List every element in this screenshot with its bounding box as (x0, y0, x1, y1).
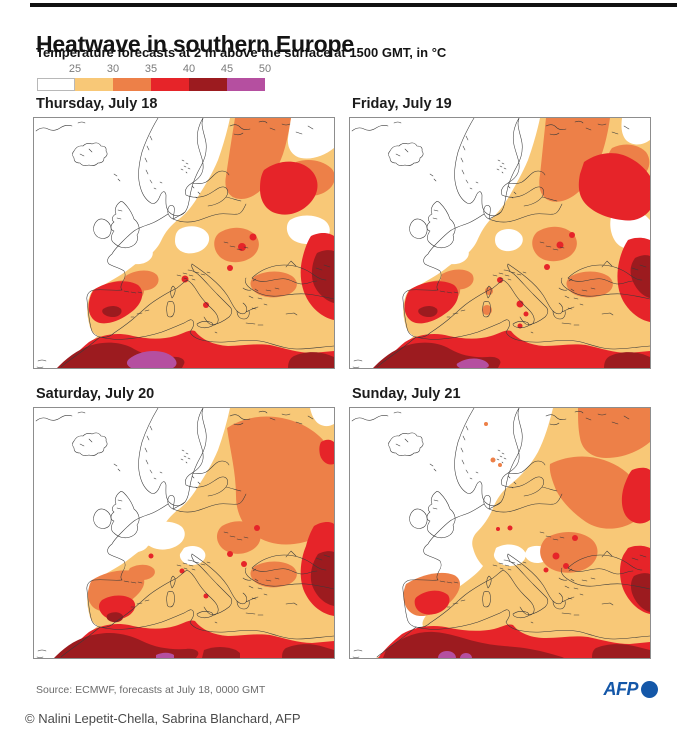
legend-swatch-45-50 (227, 78, 265, 91)
map-sunday-svg (350, 408, 650, 658)
legend-tick: 45 (220, 63, 234, 75)
page-title: Heatwave in southern Europe (36, 31, 354, 58)
afp-logo-text: AFP (603, 679, 639, 699)
temp-band-45-50 (438, 651, 472, 658)
legend-swatch-below-25 (37, 78, 75, 91)
legend-swatch-35-40 (151, 78, 189, 91)
panel-title-thursday: Thursday, July 18 (36, 96, 158, 112)
temp-band-40-45 (383, 573, 650, 658)
panel-title-saturday: Saturday, July 20 (36, 386, 155, 402)
legend-tick: 40 (182, 63, 196, 75)
top-rule (30, 3, 677, 7)
map-saturday (33, 407, 335, 659)
legend-swatch-25-30 (75, 78, 113, 91)
panel-title-friday: Friday, July 19 (352, 96, 452, 112)
temp-band-45-50 (126, 351, 177, 368)
afp-logo-circle-icon (641, 681, 658, 698)
source-note: Source: ECMWF, forecasts at July 18, 000… (36, 684, 266, 696)
cool-patches (440, 118, 650, 265)
temp-band-45-50 (456, 358, 489, 368)
byline-credit: © Nalini Lepetit-Chella, Sabrina Blancha… (25, 711, 301, 726)
temperature-legend: 25 30 35 40 45 50 (37, 63, 271, 91)
legend-ticks: 25 30 35 40 45 50 (37, 63, 271, 77)
map-friday (349, 117, 651, 369)
legend-tick: 30 (106, 63, 120, 75)
map-sunday (349, 407, 651, 659)
legend-tick: 25 (68, 63, 82, 75)
page-subtitle: Temperature forecasts at 2 m above the s… (36, 45, 447, 60)
legend-swatch-40-45 (189, 78, 227, 91)
map-thursday-svg (34, 118, 334, 368)
temp-band-45-50 (156, 652, 174, 658)
afp-logo: AFP (603, 679, 658, 700)
legend-tick: 35 (144, 63, 158, 75)
legend-swatch-30-35 (113, 78, 151, 91)
legend-color-bar (37, 78, 267, 91)
legend-tick: 50 (258, 63, 272, 75)
panel-title-sunday: Sunday, July 21 (352, 386, 461, 402)
map-thursday (33, 117, 335, 369)
map-saturday-svg (34, 408, 334, 658)
map-friday-svg (350, 118, 650, 368)
